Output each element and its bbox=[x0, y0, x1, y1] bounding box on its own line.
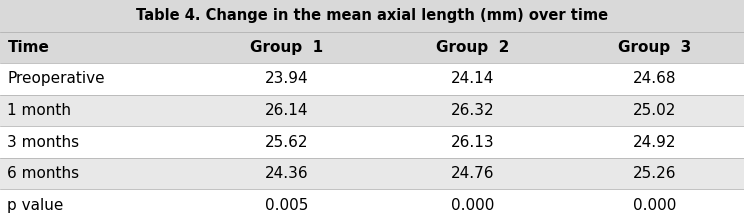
Text: 3 months: 3 months bbox=[7, 135, 80, 150]
Text: 25.02: 25.02 bbox=[633, 103, 676, 118]
Text: Group  1: Group 1 bbox=[250, 40, 323, 55]
Text: p value: p value bbox=[7, 198, 64, 213]
Text: 26.32: 26.32 bbox=[451, 103, 494, 118]
FancyBboxPatch shape bbox=[0, 63, 744, 95]
FancyBboxPatch shape bbox=[0, 126, 744, 158]
Text: Time: Time bbox=[7, 40, 49, 55]
Text: Preoperative: Preoperative bbox=[7, 71, 105, 86]
FancyBboxPatch shape bbox=[0, 32, 744, 63]
Text: 26.13: 26.13 bbox=[451, 135, 494, 150]
FancyBboxPatch shape bbox=[0, 95, 744, 126]
Text: 26.14: 26.14 bbox=[265, 103, 308, 118]
Text: Table 4. Change in the mean axial length (mm) over time: Table 4. Change in the mean axial length… bbox=[136, 8, 608, 23]
Text: 24.92: 24.92 bbox=[633, 135, 676, 150]
Text: 24.14: 24.14 bbox=[451, 71, 494, 86]
FancyBboxPatch shape bbox=[0, 0, 744, 32]
Text: 25.26: 25.26 bbox=[633, 166, 676, 181]
FancyBboxPatch shape bbox=[0, 189, 744, 221]
FancyBboxPatch shape bbox=[0, 158, 744, 189]
Text: Group  2: Group 2 bbox=[436, 40, 509, 55]
Text: 0.000: 0.000 bbox=[633, 198, 676, 213]
Text: 23.94: 23.94 bbox=[265, 71, 308, 86]
Text: 0.000: 0.000 bbox=[451, 198, 494, 213]
Text: 25.62: 25.62 bbox=[265, 135, 308, 150]
Text: Group  3: Group 3 bbox=[618, 40, 691, 55]
Text: 6 months: 6 months bbox=[7, 166, 80, 181]
Text: 0.005: 0.005 bbox=[265, 198, 308, 213]
Text: 1 month: 1 month bbox=[7, 103, 71, 118]
Text: 24.76: 24.76 bbox=[451, 166, 494, 181]
Text: 24.36: 24.36 bbox=[265, 166, 308, 181]
Text: 24.68: 24.68 bbox=[633, 71, 676, 86]
